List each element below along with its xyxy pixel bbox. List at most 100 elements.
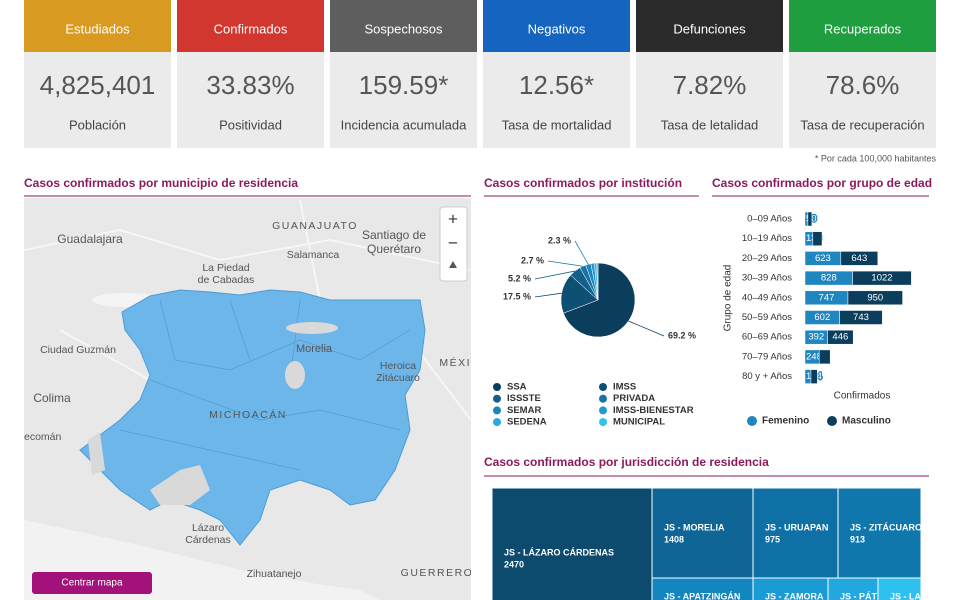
data-label: 743 [853,312,869,323]
card-header-label: Confirmados [214,21,288,36]
card-body [483,52,630,148]
map-label: Lázaro [192,522,224,534]
y-tick-label: 60–69 Años [742,332,792,343]
card-value: 78.6% [826,70,900,100]
card-body [636,52,783,148]
card-caption: Tasa de letalidad [661,117,759,132]
map-label: MICHOACÁN [209,408,287,421]
data-label: 1022 [871,273,892,284]
data-label: 643 [851,253,867,264]
card-header-label: Recuperados [824,21,902,36]
card-value: 33.83% [206,70,294,100]
lake [285,361,305,389]
data-label: 392 [808,332,824,343]
card-caption: Positividad [219,117,282,132]
map-label: Querétaro [367,242,421,256]
leader-line [628,320,665,337]
card-value: 12.56* [519,70,594,100]
cell-label: JS - LÁZARO CÁRDENAS [504,547,614,557]
bar-segment [852,270,912,286]
map-label: Guadalajara [57,232,123,246]
map-label: La Piedad [202,262,249,274]
map-label: ecomán [24,431,62,443]
pie-slice [596,262,599,301]
card-header [636,0,783,52]
cards: Estudiados 4,825,401 Población Confirmados 3… [24,0,936,148]
leader-line [534,292,562,298]
bar-segment [840,251,879,266]
leader-line [574,240,589,265]
leader-line [547,260,583,267]
legend-swatch [493,418,501,427]
legend-label: IMSS-BIENESTAR [613,405,694,416]
card-header-label: Sospechosos [364,21,443,36]
map-label: Cárdenas [185,534,231,546]
treemap-cell [752,488,839,579]
lake [286,322,338,334]
card-header [789,0,936,52]
treemap-cell [877,577,921,600]
cell-label: JS - PÁT [840,591,878,600]
bar-segment [819,349,831,365]
card-header-label: Defunciones [673,21,746,36]
data-label: 2.3 % [548,235,571,245]
legend-label: Masculino [842,416,891,427]
card-caption: Tasa de mortalidad [502,117,612,132]
legend-swatch [493,406,501,415]
zoom-control [439,206,468,282]
card-header-label: Negativos [528,21,586,36]
zoom-out[interactable]: − [448,233,458,252]
y-tick-label: 20–29 Años [742,253,792,264]
cell-value: 1408 [664,534,684,544]
legend-label: IMSS [613,382,636,393]
reset-north[interactable] [449,261,457,268]
card-header [483,0,630,52]
map-label: Heroica [380,360,416,372]
bar-chart: 0–09 Años5010–19 Años13620–29 Años623643… [723,211,912,427]
zoom-in[interactable]: + [448,209,458,228]
treemap-cell [651,577,754,600]
bar-segment [839,310,883,325]
excluded-area [150,465,210,505]
legend-swatch [599,383,607,391]
section-title: Casos confirmados por institución [484,176,682,190]
card-caption: Incidencia acumulada [341,117,468,132]
legend-swatch [493,394,501,403]
pie-slice [560,274,599,314]
center-map-button[interactable] [32,572,152,594]
cell-value: 975 [765,534,780,544]
legend-label: MUNICIPAL [613,417,665,428]
card-body [789,52,936,148]
y-axis-label: Grupo de edad [723,265,734,332]
legend-swatch [747,416,757,426]
data-label: 69.2 % [668,330,696,340]
cell-value: 913 [850,534,865,544]
legend-swatch [827,416,837,426]
button-label[interactable]: Centrar mapa [61,578,123,589]
section-title: Casos confirmados por municipio de resid… [24,176,298,190]
y-tick-label: 10–19 Años [742,233,792,244]
card-header [330,0,477,52]
treemap-cell [752,577,829,600]
map-label: Zitácuaro [376,372,420,384]
data-label: 17.5 % [503,291,531,301]
treemap-cell [837,488,921,579]
card-caption: Tasa de recuperación [800,117,924,132]
map-label: Colima [33,391,71,405]
legend-label: ISSSTE [507,393,541,404]
treemap-cell [651,488,754,579]
map-label: Zihuatanejo [247,568,302,580]
legend-label: PRIVADA [613,393,655,404]
cell-value: 2470 [504,559,524,569]
section-title: Casos confirmados por grupo de edad [712,176,932,190]
legend-swatch [599,394,607,403]
bar-segment [810,369,818,384]
y-tick-label: 70–79 Años [742,351,792,362]
map-label: Santiago de [362,228,426,242]
map: Guadalajara GUANAJUATO Santiago deQuerétar… [24,198,471,600]
data-label: 828 [821,273,837,284]
data-label: 623 [815,253,831,264]
leader-line [534,270,576,280]
data-label: 446 [832,332,848,343]
